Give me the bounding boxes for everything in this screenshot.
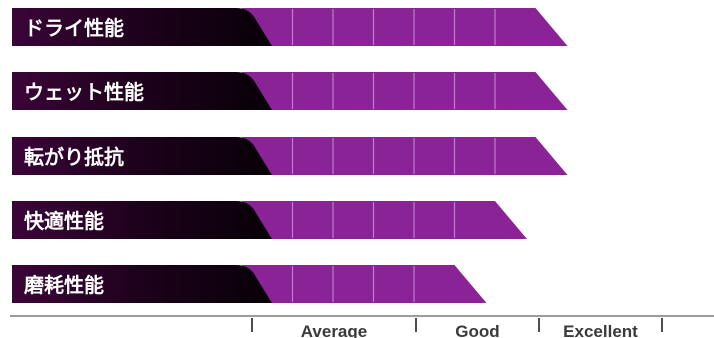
chart-row: 快適性能 bbox=[12, 201, 527, 239]
row-label: 快適性能 bbox=[24, 209, 104, 233]
scale-label: Good bbox=[455, 322, 499, 338]
chart-row: ウェット性能 bbox=[12, 72, 568, 110]
row-label: ドライ性能 bbox=[24, 16, 124, 40]
row-label: 転がり抵抗 bbox=[24, 145, 124, 169]
value-bar bbox=[242, 137, 568, 175]
value-bar bbox=[242, 265, 487, 303]
scale-label: Excellent bbox=[563, 322, 638, 338]
row-label-tab bbox=[12, 265, 272, 303]
chart-row: ドライ性能 bbox=[12, 8, 568, 46]
row-label: ウェット性能 bbox=[24, 80, 144, 104]
value-bar bbox=[242, 201, 527, 239]
chart-row: 転がり抵抗 bbox=[12, 137, 568, 175]
value-bar bbox=[242, 8, 568, 46]
row-label-tab bbox=[12, 72, 272, 110]
scale-label: Average bbox=[301, 322, 367, 338]
row-label-tab bbox=[12, 137, 272, 175]
chart-row: 磨耗性能 bbox=[12, 265, 487, 303]
row-label-tab bbox=[12, 8, 272, 46]
value-bar bbox=[242, 72, 568, 110]
row-label: 磨耗性能 bbox=[24, 273, 104, 297]
row-label-tab bbox=[12, 201, 272, 239]
